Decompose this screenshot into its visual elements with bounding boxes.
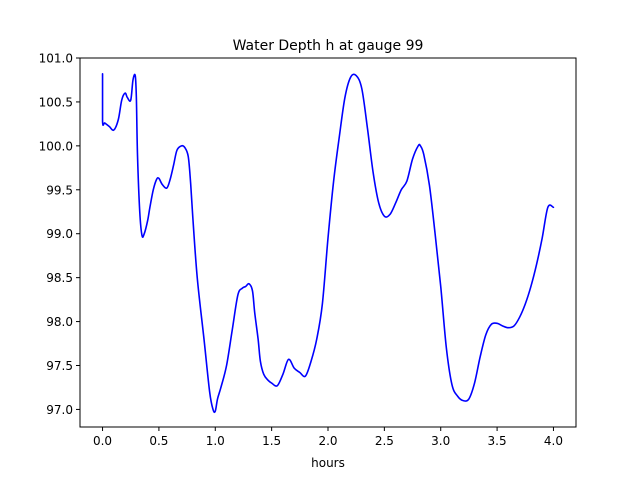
x-ticks: 0.0 0.5 1.0 1.5 2.0 2.5 3.0 3.5 4.0 xyxy=(93,427,563,448)
y-tick-label: 97.5 xyxy=(46,359,73,373)
y-ticks: 97.0 97.5 98.0 98.5 99.0 99.5 100.0 100.5 101.0 xyxy=(39,52,80,417)
x-axis-label: hours xyxy=(311,456,345,470)
x-tick-label: 0.0 xyxy=(93,434,112,448)
y-tick-label: 101.0 xyxy=(39,52,73,66)
x-tick-label: 2.0 xyxy=(318,434,337,448)
series-line xyxy=(101,73,555,414)
y-tick-label: 100.5 xyxy=(39,95,73,109)
x-tick-label: 3.0 xyxy=(431,434,450,448)
plot-frame xyxy=(79,57,577,428)
chart-title: Water Depth h at gauge 99 xyxy=(233,38,424,54)
x-tick-label: 1.5 xyxy=(262,434,281,448)
y-tick-label: 99.0 xyxy=(46,227,73,241)
y-tick-label: 98.5 xyxy=(46,271,73,285)
x-tick-label: 4.0 xyxy=(544,434,563,448)
x-tick-label: 1.0 xyxy=(206,434,225,448)
y-tick-label: 98.0 xyxy=(46,315,73,329)
x-tick-label: 3.5 xyxy=(488,434,507,448)
x-tick-label: 2.5 xyxy=(375,434,394,448)
x-tick-label: 0.5 xyxy=(149,434,168,448)
y-tick-label: 100.0 xyxy=(39,139,73,153)
y-tick-label: 99.5 xyxy=(46,183,73,197)
y-tick-label: 97.0 xyxy=(46,403,73,417)
